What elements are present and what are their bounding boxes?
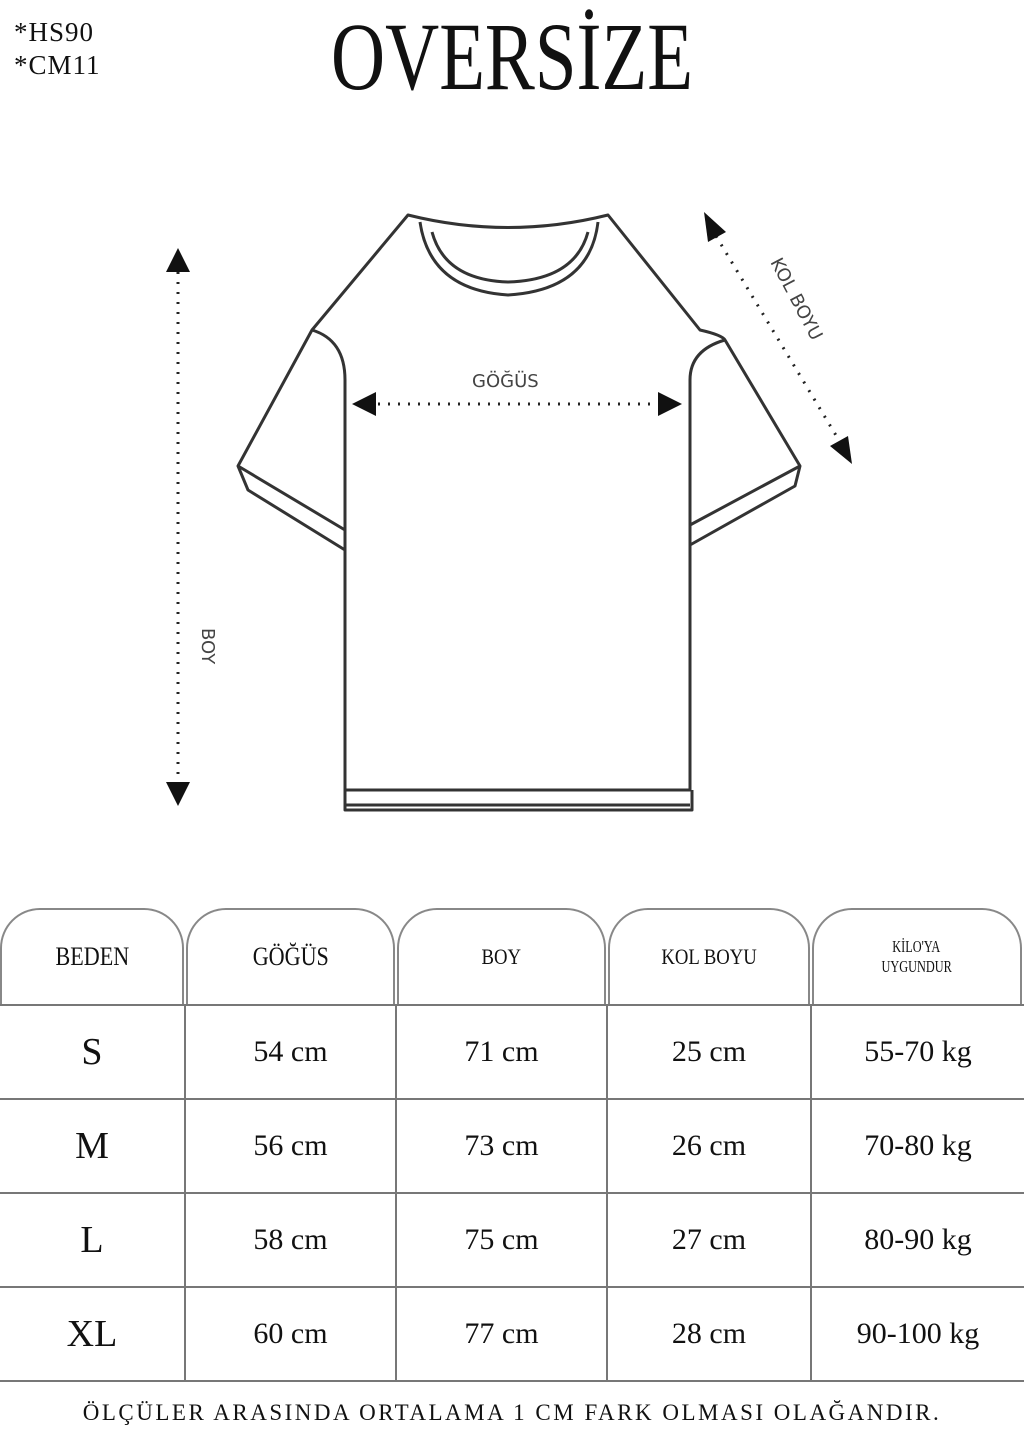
arrow-down-right-icon — [830, 436, 852, 464]
table-row: L 58 cm 75 cm 27 cm 80-90 kg — [0, 1194, 1024, 1288]
page-title: OVERSİZE — [0, 2, 1024, 112]
length-cell: 75 cm — [397, 1194, 608, 1286]
arrow-right-icon — [658, 392, 682, 416]
header-sleeve: KOL BOYU — [608, 908, 811, 1004]
title-text: OVERSİZE — [331, 3, 693, 110]
chest-cell: 60 cm — [186, 1288, 397, 1380]
size-cell: S — [0, 1006, 186, 1098]
sleeve-line — [714, 235, 842, 443]
weight-cell: 90-100 kg — [856, 1317, 980, 1350]
size-cell: XL — [0, 1288, 186, 1380]
chest-cell: 56 cm — [186, 1100, 397, 1192]
sleeve-cell: 27 cm — [608, 1194, 812, 1286]
code-hs: *HS90 — [14, 17, 95, 47]
table-row: XL 60 cm 77 cm 28 cm 90-100 kg — [0, 1288, 1024, 1382]
tshirt-diagram: GÖĞÜS BOY KOL BOYU — [166, 212, 852, 812]
arrow-up-icon — [166, 248, 190, 272]
arrow-left-icon — [352, 392, 376, 416]
sleeve-label: KOL BOYU — [766, 254, 827, 343]
product-codes: *HS90 *CM11 — [14, 16, 101, 82]
chest-cell: 58 cm — [186, 1194, 397, 1286]
table-row: S 54 cm 71 cm 25 cm 55-70 kg — [0, 1006, 1024, 1100]
sleeve-cell: 26 cm — [608, 1100, 812, 1192]
weight-cell: 55-70 kg — [864, 1035, 972, 1068]
size-cell: L — [0, 1194, 186, 1286]
weight-cell: 70-80 kg — [864, 1129, 972, 1162]
table-row: M 56 cm 73 cm 26 cm 70-80 kg — [0, 1100, 1024, 1194]
footer-note: ÖLÇÜLER ARASINDA ORTALAMA 1 CM FARK OLMA… — [82, 1400, 942, 1425]
chest-cell: 54 cm — [186, 1006, 397, 1098]
measure-lines — [176, 235, 842, 780]
size-table: BEDEN GÖĞÜS BOY KOL BOYU KİLO'YA UYGUNDUR… — [0, 908, 1024, 1382]
arrowheads — [166, 212, 852, 806]
arrow-up-left-icon — [704, 212, 726, 242]
weight-cell: 80-90 kg — [864, 1223, 972, 1256]
size-cell: M — [0, 1100, 186, 1192]
length-label: BOY — [197, 628, 218, 665]
tshirt-outline — [236, 213, 802, 812]
sleeve-cell: 28 cm — [608, 1288, 812, 1380]
length-cell: 71 cm — [397, 1006, 608, 1098]
header-size: BEDEN — [0, 908, 185, 1004]
arrow-down-icon — [166, 782, 190, 806]
code-cm: *CM11 — [14, 50, 101, 80]
length-cell: 73 cm — [397, 1100, 608, 1192]
header-weight: KİLO'YA UYGUNDUR — [812, 908, 1022, 1004]
chest-label: GÖĞÜS — [472, 370, 539, 392]
header-length: BOY — [397, 908, 607, 1004]
sleeve-cell: 25 cm — [608, 1006, 812, 1098]
header-chest: GÖĞÜS — [186, 908, 396, 1004]
length-cell: 77 cm — [397, 1288, 608, 1380]
table-header-row: BEDEN GÖĞÜS BOY KOL BOYU KİLO'YA UYGUNDUR — [0, 908, 1024, 1006]
